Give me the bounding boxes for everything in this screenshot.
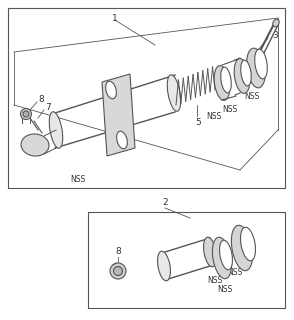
- Text: 1: 1: [112, 14, 118, 23]
- Ellipse shape: [234, 59, 250, 93]
- Text: 7: 7: [45, 103, 51, 113]
- Ellipse shape: [117, 131, 127, 149]
- Ellipse shape: [23, 111, 29, 117]
- Text: NSS: NSS: [206, 112, 222, 121]
- Text: 3: 3: [272, 31, 278, 41]
- Bar: [88, 212, 285, 308]
- Ellipse shape: [221, 67, 231, 93]
- Text: 8: 8: [115, 247, 121, 256]
- Text: NSS: NSS: [227, 268, 243, 277]
- Text: NSS: NSS: [217, 285, 233, 294]
- Text: NSS: NSS: [244, 92, 260, 101]
- Text: 5: 5: [195, 118, 201, 127]
- Text: NSS: NSS: [222, 105, 238, 114]
- Text: 2: 2: [162, 198, 168, 207]
- Ellipse shape: [240, 227, 255, 261]
- Ellipse shape: [255, 49, 267, 79]
- Text: 8: 8: [38, 95, 44, 105]
- Text: NSS: NSS: [207, 276, 223, 285]
- Ellipse shape: [21, 134, 49, 156]
- Ellipse shape: [110, 263, 126, 279]
- Ellipse shape: [203, 237, 216, 267]
- Ellipse shape: [273, 19, 279, 27]
- Ellipse shape: [247, 48, 265, 88]
- Ellipse shape: [49, 112, 63, 148]
- Ellipse shape: [106, 81, 116, 99]
- Bar: [8, 8, 285, 188]
- Ellipse shape: [213, 237, 232, 279]
- Ellipse shape: [21, 108, 31, 119]
- Polygon shape: [102, 74, 135, 156]
- Ellipse shape: [231, 225, 253, 271]
- Ellipse shape: [167, 75, 181, 111]
- Ellipse shape: [158, 251, 171, 281]
- Ellipse shape: [113, 267, 123, 276]
- Ellipse shape: [241, 60, 251, 86]
- Text: NSS: NSS: [70, 175, 86, 184]
- Ellipse shape: [220, 240, 233, 270]
- Ellipse shape: [214, 66, 230, 100]
